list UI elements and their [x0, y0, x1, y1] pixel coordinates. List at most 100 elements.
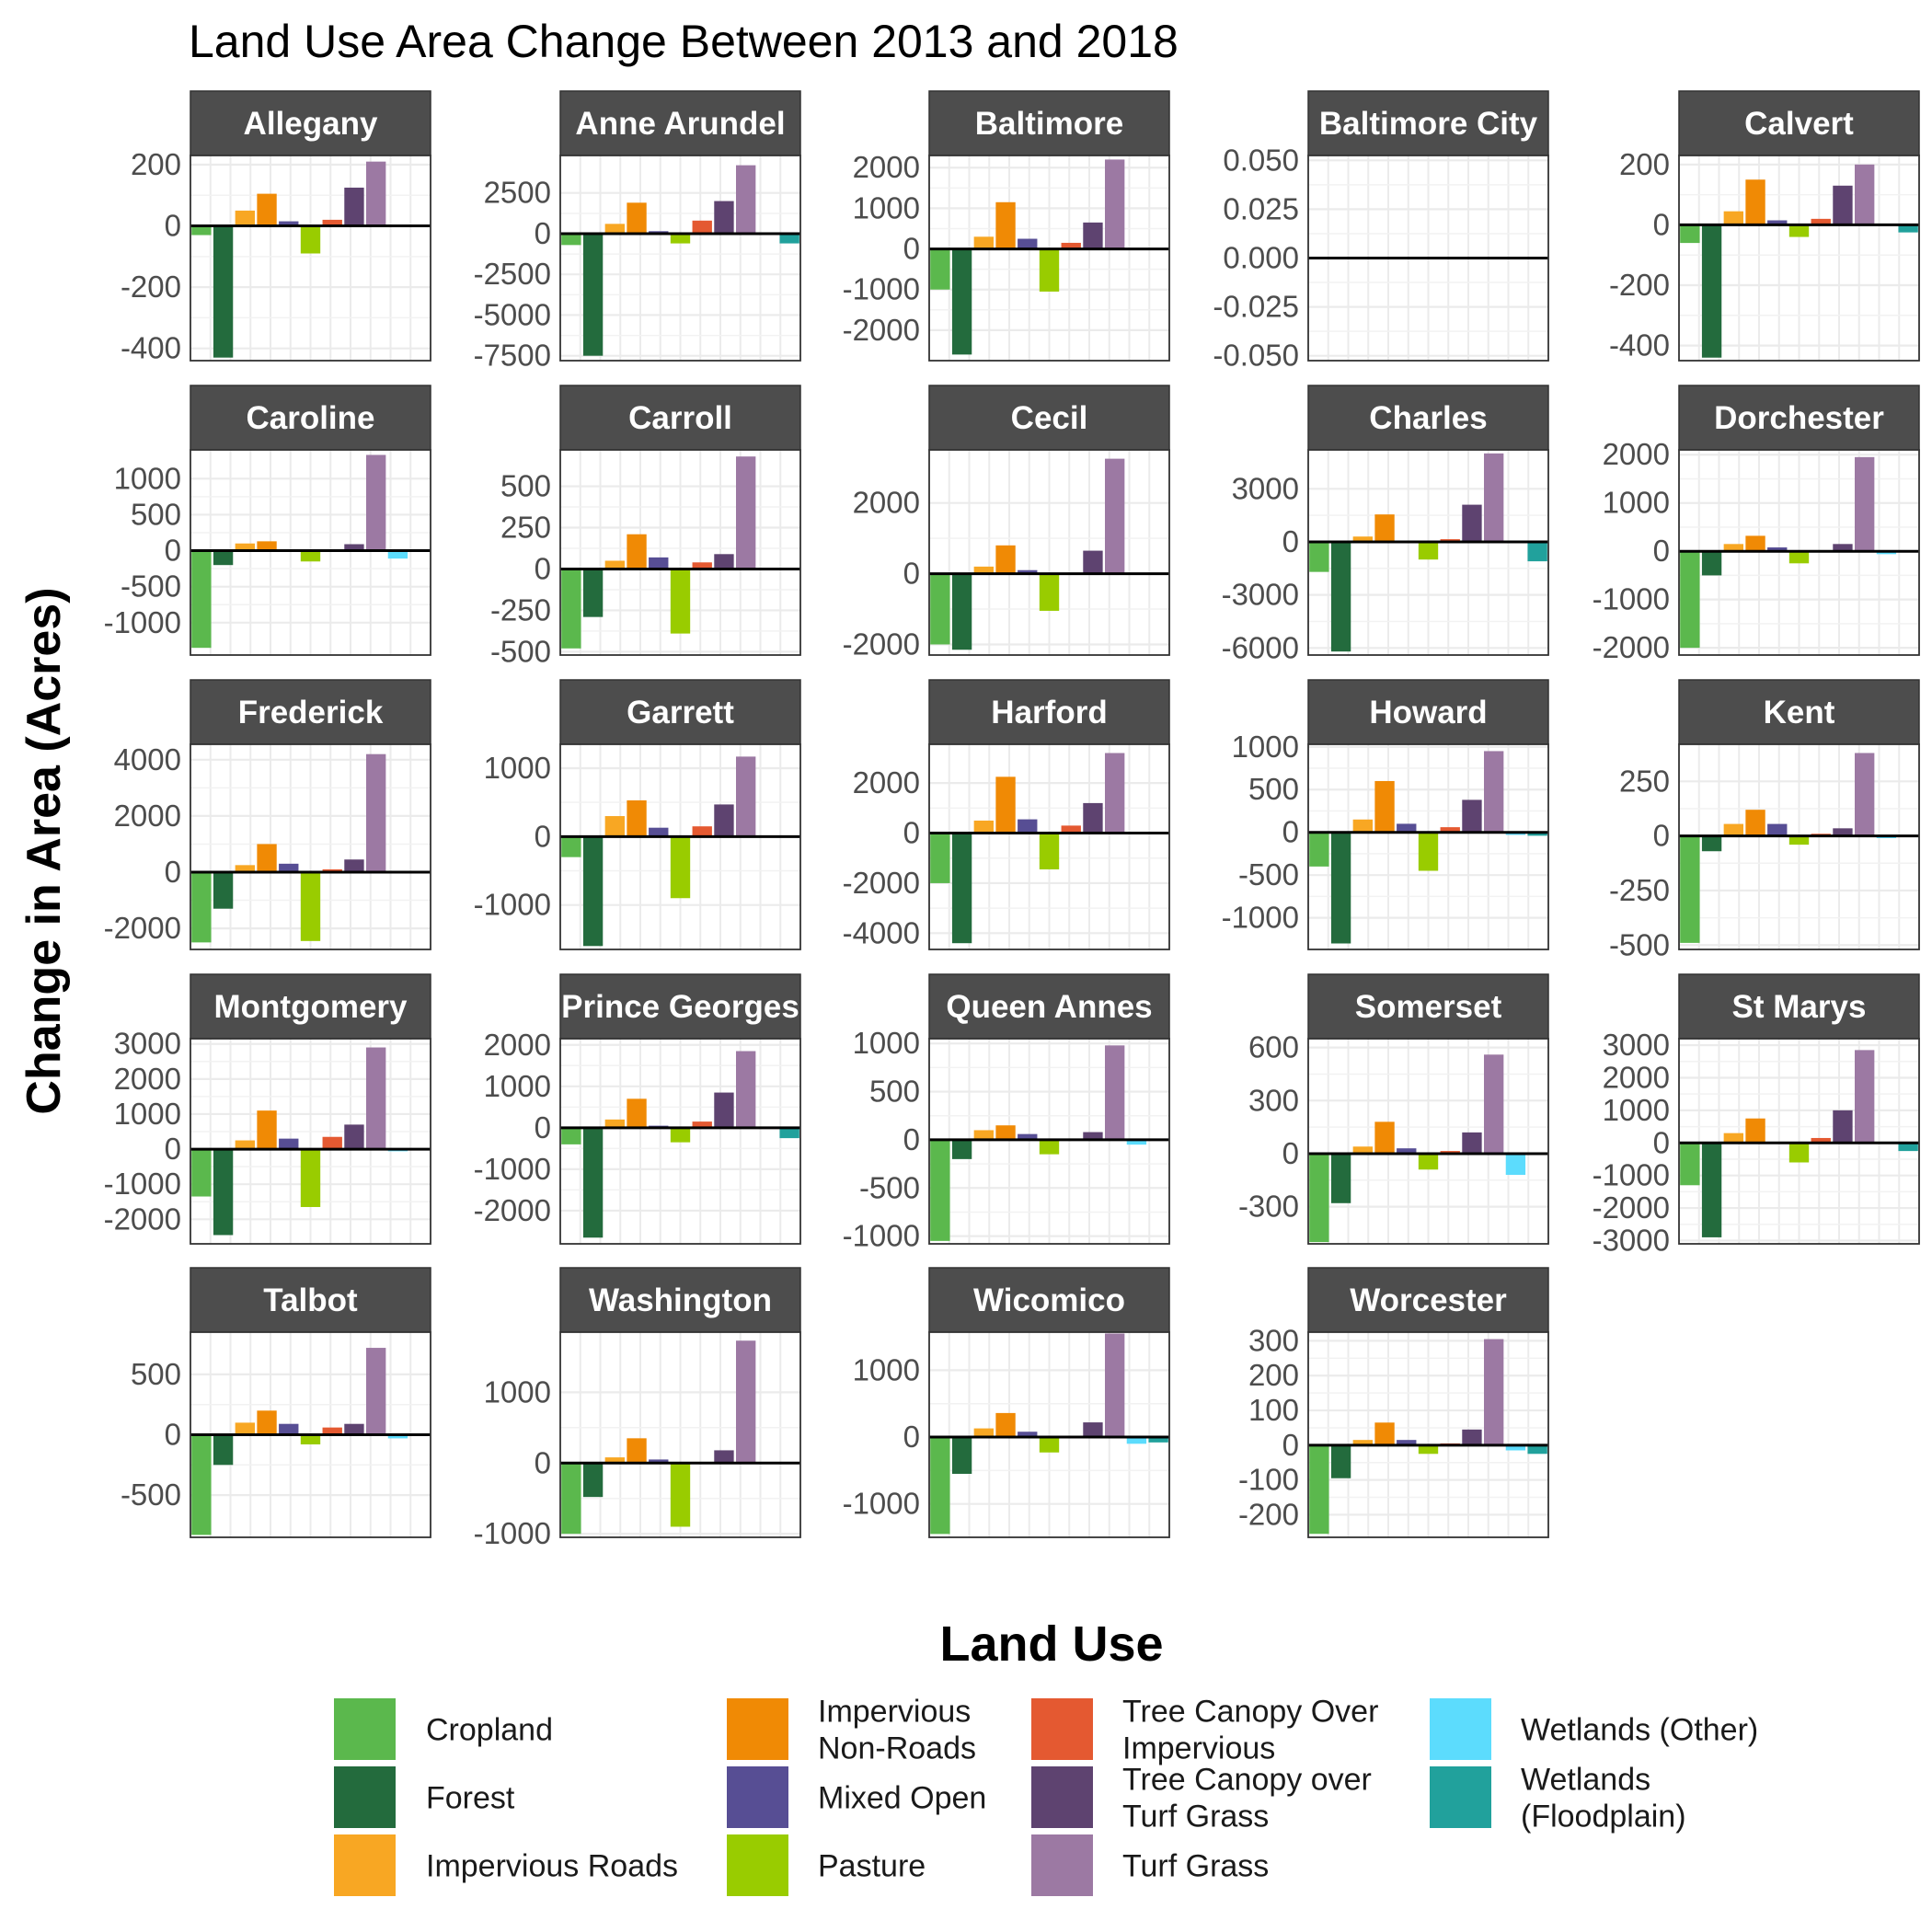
- bar-impervious-non-roads: [1745, 1118, 1765, 1144]
- y-tick-label: -500: [859, 1170, 920, 1204]
- facet-strip: [1678, 973, 1920, 1040]
- panel-border: [190, 155, 431, 362]
- bar-wetlands-floodplain: [1527, 541, 1547, 562]
- y-tick-label: 3000: [1232, 471, 1299, 505]
- y-tick-label: -100: [1238, 1463, 1299, 1497]
- bar-tree-canopy-over-impervious: [1061, 825, 1081, 834]
- legend-label: Wetlands: [1521, 1763, 1650, 1798]
- bar-pasture: [670, 1127, 691, 1143]
- bar-turf-grass: [736, 1051, 756, 1128]
- bar-wetlands-floodplain: [779, 233, 799, 244]
- y-tick-label: -500: [490, 634, 551, 668]
- bar-forest: [582, 1463, 604, 1498]
- facet-kent: Kent -500 -250 0 250: [1609, 679, 1920, 961]
- panel-border: [559, 155, 801, 362]
- facet-strip: [928, 385, 1170, 451]
- y-tick-label: 0: [903, 1420, 920, 1454]
- facet-strip: [190, 973, 431, 1040]
- y-tick-label: 0: [535, 216, 551, 250]
- bar-forest: [951, 1437, 972, 1474]
- y-tick-label: 2000: [484, 1028, 551, 1062]
- facet-title: Prince Georges: [561, 989, 799, 1025]
- bar-turf-grass: [1484, 751, 1504, 833]
- bar-forest: [582, 1127, 604, 1238]
- panel-border: [1307, 1331, 1549, 1538]
- bar-turf-grass: [736, 456, 756, 569]
- y-tick-label: -2000: [843, 866, 920, 900]
- y-tick-label: -400: [121, 331, 181, 365]
- bar-turf-grass: [1855, 753, 1875, 836]
- y-tick-label: 300: [1248, 1083, 1299, 1117]
- bar-turf-grass: [1855, 456, 1875, 552]
- panel-border: [1678, 155, 1920, 362]
- bar-forest: [1701, 224, 1722, 358]
- facet-strip: [928, 1267, 1170, 1333]
- bar-mixed-open: [279, 221, 299, 226]
- bar-impervious-roads: [235, 1422, 255, 1435]
- y-tick-label: 1000: [853, 190, 920, 224]
- facet-title: Garrett: [627, 695, 734, 730]
- y-tick-label: -1000: [1222, 901, 1299, 935]
- bar-mixed-open: [1018, 238, 1038, 249]
- bar-impervious-roads: [1723, 544, 1743, 552]
- legend-item-wetlands-other: Wetlands (Other): [1430, 1698, 1758, 1760]
- bar-impervious-non-roads: [1374, 1121, 1395, 1154]
- legend-label: Tree Canopy Over: [1122, 1695, 1378, 1730]
- bar-cropland: [1309, 541, 1329, 572]
- y-tick-label: 0: [165, 1132, 181, 1166]
- bar-forest: [213, 1149, 234, 1236]
- bar-tree-canopy-over-turf-grass: [1833, 544, 1853, 552]
- bar-impervious-non-roads: [1745, 810, 1765, 836]
- y-tick-label: 500: [131, 497, 181, 531]
- panel-border: [190, 743, 431, 950]
- bar-impervious-roads: [1352, 1146, 1373, 1154]
- y-tick-label: 2000: [114, 1062, 181, 1096]
- legend-title: Land Use: [939, 1616, 1163, 1672]
- legend-label: Impervious: [818, 1695, 971, 1730]
- bar-impervious-non-roads: [995, 1412, 1016, 1438]
- bar-mixed-open: [1767, 546, 1788, 552]
- bar-cropland: [1680, 835, 1700, 943]
- y-tick-label: -1000: [843, 1487, 920, 1521]
- bar-tree-canopy-over-turf-grass: [344, 1423, 364, 1435]
- bar-impervious-roads: [1723, 211, 1743, 225]
- bar-impervious-roads: [604, 1119, 625, 1128]
- bar-turf-grass: [1484, 1054, 1504, 1154]
- bar-pasture: [1788, 551, 1810, 564]
- y-tick-label: -500: [121, 1478, 181, 1512]
- facet-title: Anne Arundel: [575, 106, 785, 142]
- bar-forest: [951, 248, 972, 355]
- bar-tree-canopy-over-turf-grass: [1083, 1132, 1103, 1140]
- bar-pasture: [1418, 1153, 1439, 1170]
- panel-border: [559, 449, 801, 656]
- panel-border: [190, 449, 431, 656]
- y-tick-label: -1000: [843, 1219, 920, 1253]
- y-tick-label: -2000: [1593, 1190, 1670, 1225]
- y-tick-label: 1000: [853, 1026, 920, 1060]
- bar-mixed-open: [1767, 220, 1788, 225]
- bar-turf-grass: [1105, 753, 1125, 834]
- facet-dorchester: Dorchester -2000 -1000 0 1000 2000: [1593, 385, 1920, 664]
- y-tick-label: 200: [1619, 147, 1670, 181]
- y-tick-label: -1000: [104, 1167, 181, 1201]
- facet-queen-annes: Queen Annes -1000 -500 0 500 1000: [843, 973, 1170, 1253]
- y-tick-label: 0: [903, 557, 920, 591]
- facet-title: Queen Annes: [946, 989, 1152, 1025]
- bar-wetlands-floodplain: [1898, 224, 1918, 233]
- bar-pasture: [1039, 573, 1060, 611]
- facet-title: Carroll: [628, 400, 732, 436]
- y-tick-label: -1000: [843, 272, 920, 306]
- legend-label: Forest: [426, 1781, 515, 1816]
- facet-title: Howard: [1369, 695, 1487, 730]
- legend-label: (Floodplain): [1521, 1800, 1686, 1834]
- bar-tree-canopy-over-impervious: [322, 1136, 342, 1150]
- facet-prince-georges: Prince Georges -2000 -1000 0 1000 2000: [474, 973, 801, 1245]
- panel-border: [1307, 155, 1549, 362]
- bar-forest: [1701, 1143, 1722, 1237]
- y-tick-label: 4000: [114, 742, 181, 776]
- bar-tree-canopy-over-turf-grass: [1833, 1110, 1853, 1144]
- bar-impervious-roads: [604, 1457, 625, 1464]
- facet-strip: [559, 90, 801, 156]
- bar-forest: [213, 550, 234, 566]
